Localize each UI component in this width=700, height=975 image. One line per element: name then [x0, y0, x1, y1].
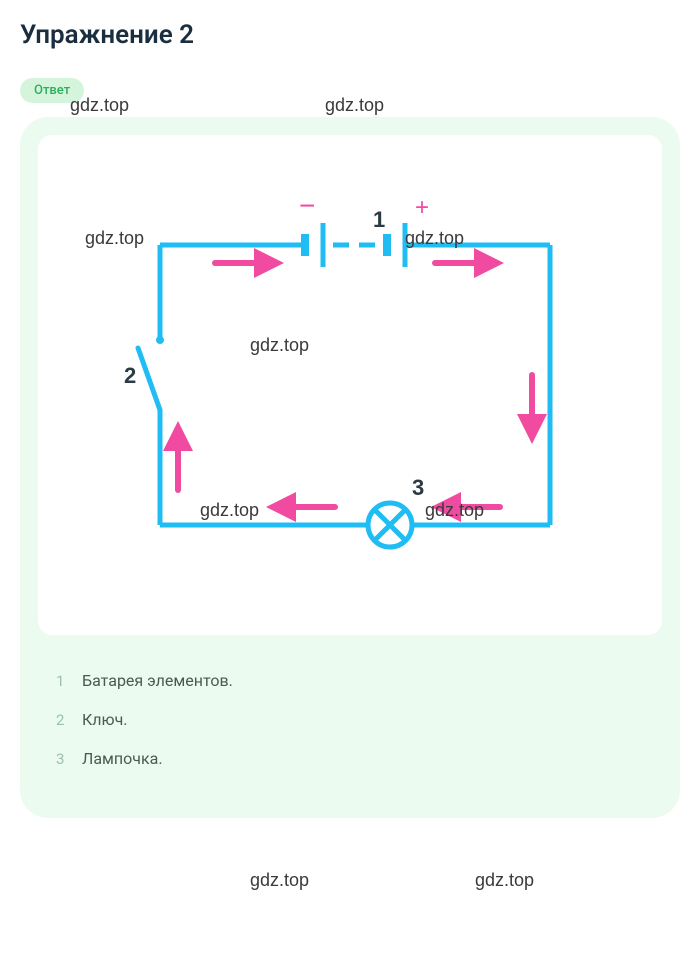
svg-text:3: 3	[412, 475, 424, 500]
legend-text: Ключ.	[82, 710, 128, 729]
watermark: gdz.top	[475, 870, 534, 891]
page-title: Упражнение 2	[20, 20, 680, 50]
legend-number: 3	[56, 750, 82, 768]
legend-number: 2	[56, 711, 82, 729]
legend-text: Батарея элементов.	[82, 671, 233, 690]
svg-text:+: +	[415, 194, 429, 221]
circuit-diagram: 1 − +2 3	[70, 175, 630, 575]
legend-item: 3Лампочка.	[56, 749, 644, 768]
answer-badge: Ответ	[20, 78, 84, 103]
watermark: gdz.top	[325, 95, 384, 116]
svg-text:−: −	[299, 190, 315, 221]
svg-text:2: 2	[124, 363, 136, 388]
legend-item: 2Ключ.	[56, 710, 644, 729]
legend-number: 1	[56, 672, 82, 690]
svg-text:1: 1	[373, 207, 385, 232]
legend-text: Лампочка.	[82, 749, 163, 768]
answer-card: 1−+23 1Батарея элементов.2Ключ.3Лампочка…	[20, 117, 680, 818]
diagram-container: 1 − +2 3	[38, 135, 662, 635]
legend-list: 1Батарея элементов. 2Ключ. 3Лампочка.	[38, 661, 662, 800]
watermark: gdz.top	[250, 870, 309, 891]
legend-item: 1Батарея элементов.	[56, 671, 644, 690]
